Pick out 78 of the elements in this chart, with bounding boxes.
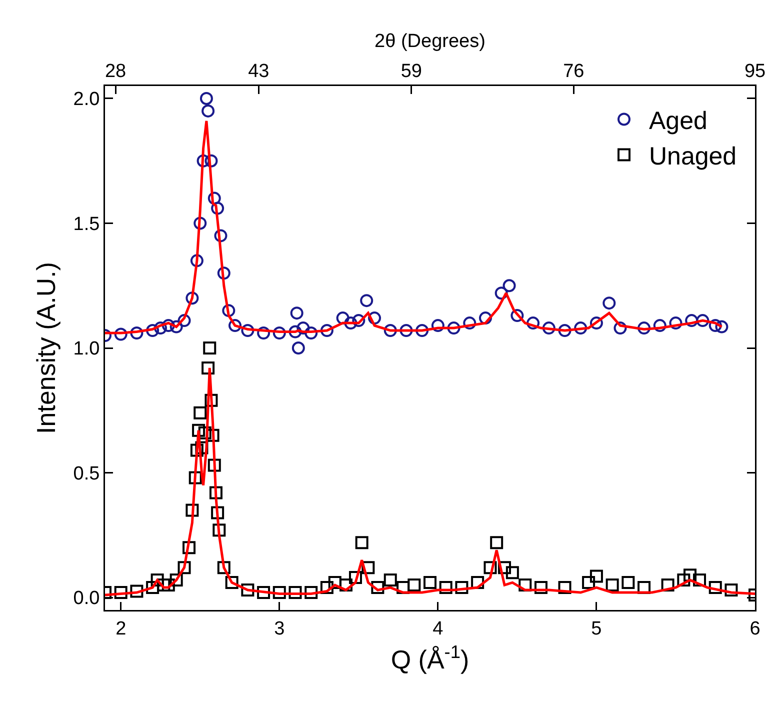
point xyxy=(614,322,627,335)
point xyxy=(478,312,492,325)
point xyxy=(542,322,556,335)
point xyxy=(228,319,242,332)
point xyxy=(320,324,334,338)
point xyxy=(162,319,175,332)
y-axis-title: Intensity (A.U.) xyxy=(30,262,61,434)
point xyxy=(211,202,224,215)
point xyxy=(170,320,183,334)
legend-label: Aged xyxy=(649,106,708,135)
point xyxy=(638,322,651,335)
point xyxy=(190,254,204,268)
point xyxy=(304,326,318,340)
point xyxy=(715,320,728,334)
point xyxy=(653,319,666,332)
point xyxy=(431,319,444,332)
x-tick-label: 6 xyxy=(750,618,760,640)
point xyxy=(146,324,160,338)
point xyxy=(494,286,508,300)
point xyxy=(114,328,128,341)
point xyxy=(558,324,572,338)
x-tick-label: 4 xyxy=(432,618,444,640)
point xyxy=(154,322,167,335)
point xyxy=(708,319,722,332)
y-tick-label: 0.5 xyxy=(73,463,100,484)
point xyxy=(685,314,698,328)
point xyxy=(202,104,215,118)
point xyxy=(669,316,682,330)
point xyxy=(272,326,286,340)
x-tick-label: 3 xyxy=(274,618,285,640)
point xyxy=(336,312,350,325)
point xyxy=(178,314,191,328)
point xyxy=(200,92,213,105)
point xyxy=(204,154,218,168)
point xyxy=(416,324,429,338)
point xyxy=(194,216,207,230)
point xyxy=(241,324,254,338)
point xyxy=(214,229,228,242)
x2-tick-label: 59 xyxy=(400,60,422,82)
point xyxy=(217,266,230,280)
y-tick-label: 1.5 xyxy=(73,214,100,235)
point xyxy=(257,326,270,340)
point xyxy=(384,324,397,338)
point xyxy=(447,322,460,335)
point xyxy=(696,314,710,328)
x2-tick-label: 28 xyxy=(104,60,126,82)
y-tick-label: 2.0 xyxy=(73,89,100,110)
point xyxy=(208,192,221,205)
x2-tick-label: 76 xyxy=(563,60,584,82)
x2-axis-title: 2θ (Degrees) xyxy=(374,31,486,52)
point xyxy=(296,322,310,335)
point xyxy=(290,306,304,320)
point xyxy=(130,326,144,340)
point xyxy=(360,294,374,308)
point xyxy=(352,314,366,328)
x-tick-label: 5 xyxy=(591,618,602,640)
point xyxy=(344,316,358,330)
point xyxy=(590,316,603,330)
y-tick-label: 1.0 xyxy=(73,338,100,360)
point xyxy=(526,316,540,330)
x-tick-label: 2 xyxy=(116,618,126,640)
x2-tick-label: 95 xyxy=(744,60,766,82)
point xyxy=(292,342,305,354)
point xyxy=(368,312,382,325)
point xyxy=(196,154,210,168)
point xyxy=(502,279,516,292)
x2-tick-label: 43 xyxy=(248,60,270,82)
x-axis-title: Q (Å$^{-1}$) xyxy=(390,642,470,675)
point xyxy=(463,316,476,330)
point xyxy=(602,296,616,310)
legend-label: Unaged xyxy=(649,142,737,170)
point xyxy=(510,309,524,322)
point xyxy=(222,304,236,318)
point xyxy=(574,322,588,335)
point xyxy=(288,325,302,338)
point xyxy=(400,324,413,338)
point xyxy=(186,292,199,305)
y-tick-label: 0.0 xyxy=(73,588,100,610)
